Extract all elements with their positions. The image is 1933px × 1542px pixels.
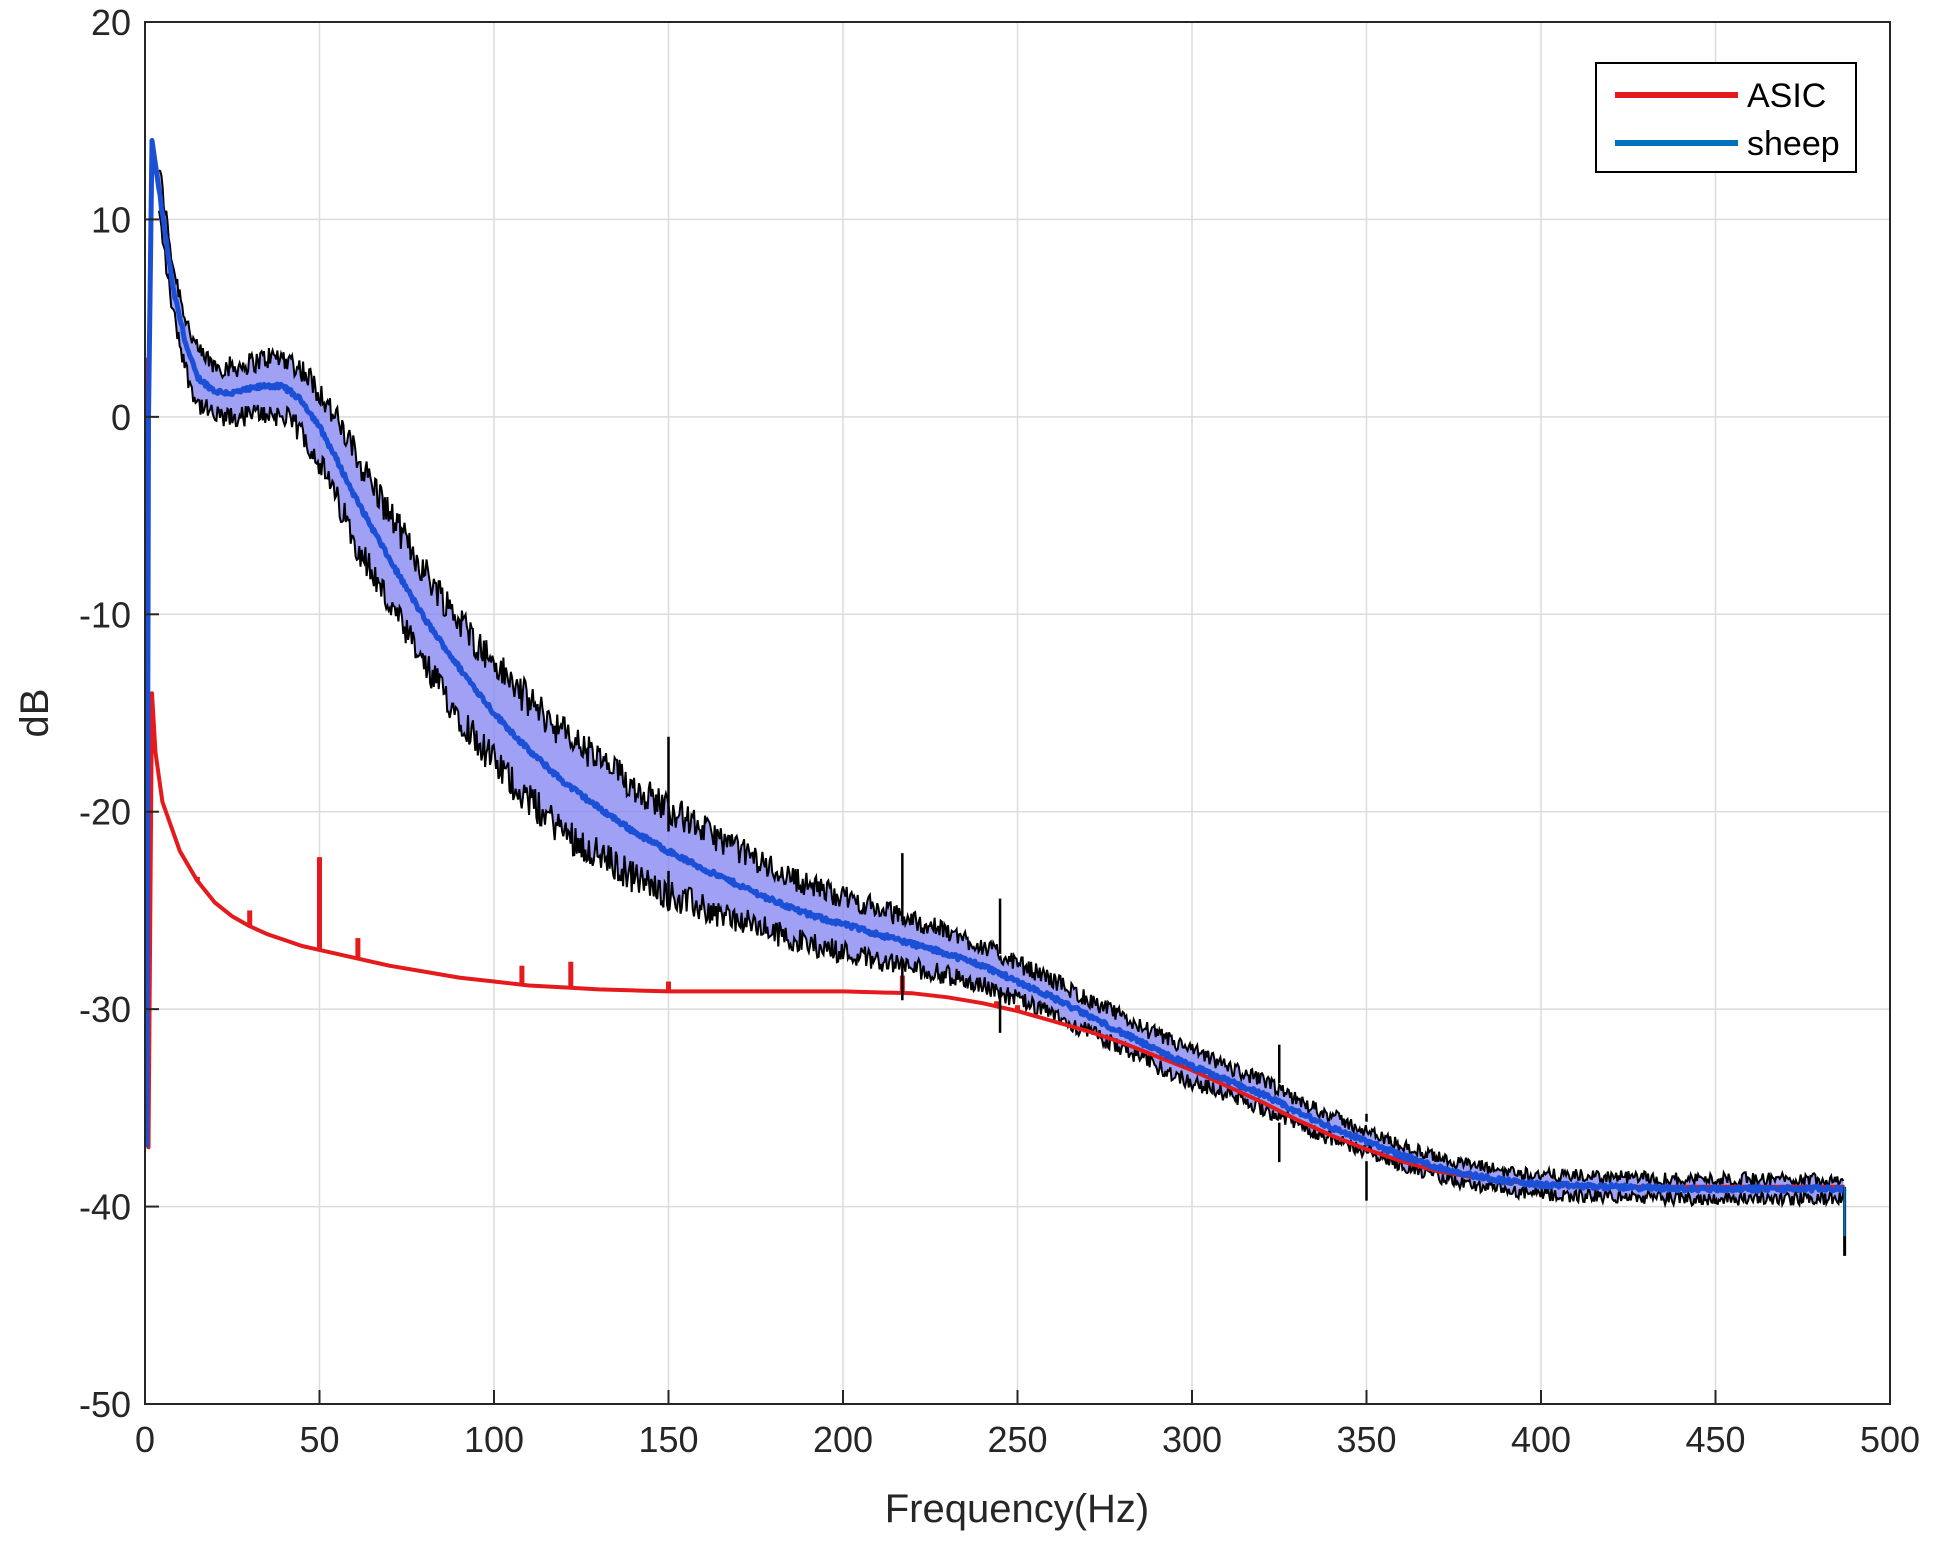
x-tick-label: 450 (1685, 1419, 1745, 1460)
y-tick-label: -40 (79, 1187, 131, 1228)
x-tick-label: 150 (638, 1419, 698, 1460)
series-layer (144, 138, 1847, 1256)
legend: ASIC sheep (1595, 62, 1857, 173)
legend-label-asic: ASIC (1747, 77, 1826, 115)
sheep-confidence-band (158, 169, 1845, 1209)
x-tick-label: 400 (1511, 1419, 1571, 1460)
x-tick-label: 350 (1336, 1419, 1396, 1460)
y-tick-label: 10 (91, 199, 131, 240)
x-tick-label: 250 (987, 1419, 1047, 1460)
y-tick-label: 0 (111, 397, 131, 438)
sheep-band-lower (158, 210, 1845, 1209)
x-tick-label: 500 (1860, 1419, 1920, 1460)
y-tick-label: -30 (79, 989, 131, 1030)
sheep-band-upper (158, 169, 1845, 1189)
y-tick-label: 20 (91, 2, 131, 43)
x-tick-label: 0 (135, 1419, 155, 1460)
x-tick-label: 100 (464, 1419, 524, 1460)
y-axis-title: dB (13, 689, 57, 738)
series-line-asic (144, 357, 1845, 1189)
sheep-band-fill (159, 170, 1844, 1206)
y-axis: 20 10 0 -10 -20 -30 -40 -50 (79, 2, 159, 1425)
legend-label-sheep: sheep (1747, 125, 1840, 163)
y-tick-label: -50 (79, 1384, 131, 1425)
y-tick-label: -10 (79, 594, 131, 635)
legend-box (1595, 62, 1857, 173)
x-tick-label: 200 (813, 1419, 873, 1460)
x-axis: 0 50 100 150 200 250 300 350 400 450 500 (135, 1390, 1920, 1460)
y-tick-label: -20 (79, 792, 131, 833)
x-axis-title: Frequency(Hz) (885, 1487, 1150, 1531)
x-tick-label: 300 (1162, 1419, 1222, 1460)
series-line-sheep (144, 138, 1845, 1194)
x-tick-label: 50 (299, 1419, 339, 1460)
